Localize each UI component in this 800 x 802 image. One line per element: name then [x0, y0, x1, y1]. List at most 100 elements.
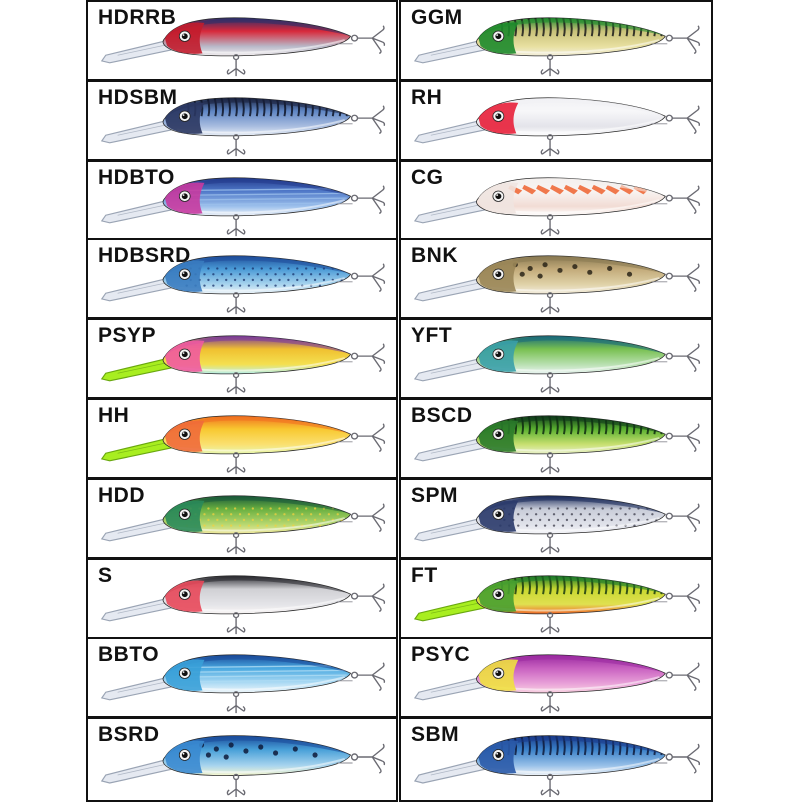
lure-eye — [178, 190, 191, 202]
lure-eye — [492, 30, 505, 42]
lure-cell-hdsbm: HDSBM — [86, 80, 398, 161]
lure-code-label: CG — [411, 166, 444, 189]
lure-cell-hdrrb: HDRRB — [86, 0, 398, 81]
lure-cell-ggm: GGM — [399, 0, 713, 81]
lure-code-label: PSYC — [411, 643, 471, 666]
treble-hooks — [226, 185, 386, 237]
lure-code-label: YFT — [411, 324, 453, 347]
lure-image — [413, 575, 701, 635]
treble-hooks — [226, 662, 386, 714]
lure-image — [413, 177, 701, 237]
lure-eye — [178, 268, 191, 280]
lure-eye — [178, 428, 191, 440]
lure-image — [100, 97, 386, 157]
lure-image — [413, 415, 701, 475]
treble-hooks — [540, 25, 701, 77]
lure-image — [100, 255, 386, 315]
lure-eye — [178, 110, 191, 122]
lure-image — [413, 335, 701, 395]
lure-image — [100, 177, 386, 237]
treble-hooks — [540, 185, 701, 237]
lure-cell-cg: CG — [399, 160, 713, 241]
lure-eye — [492, 667, 505, 679]
lure-image — [100, 335, 386, 395]
lure-code-label: BBTO — [98, 643, 160, 666]
lure-cell-sbm: SBM — [399, 717, 713, 802]
lure-eye — [492, 749, 505, 761]
lure-eye — [178, 508, 191, 520]
lure-cell-bbto: BBTO — [86, 637, 398, 718]
treble-hooks — [226, 503, 386, 555]
lure-code-label: BNK — [411, 244, 458, 267]
lure-image — [413, 97, 701, 157]
lure-cell-bscd: BSCD — [399, 398, 713, 479]
lure-code-label: FT — [411, 564, 438, 587]
lure-image — [413, 735, 701, 797]
lure-code-label: BSCD — [411, 404, 473, 427]
treble-hooks — [226, 105, 386, 157]
lure-eye — [492, 190, 505, 202]
lure-cell-rh: RH — [399, 80, 713, 161]
lure-eye — [178, 588, 191, 600]
treble-hooks — [226, 583, 386, 635]
lure-eye — [492, 110, 505, 122]
treble-hooks — [540, 503, 701, 555]
lure-eye — [178, 667, 191, 679]
lure-code-label: PSYP — [98, 324, 157, 347]
lure-cell-psyp: PSYP — [86, 318, 398, 399]
lure-code-label: HDD — [98, 484, 145, 507]
lure-code-label: HDBTO — [98, 166, 175, 189]
treble-hooks — [226, 263, 386, 315]
lure-cell-bnk: BNK — [399, 238, 713, 319]
lure-cell-spm: SPM — [399, 478, 713, 559]
lure-cell-hdbsrd: HDBSRD — [86, 238, 398, 319]
lure-code-label: HDSBM — [98, 86, 178, 109]
lure-cell-psyc: PSYC — [399, 637, 713, 718]
lure-eye — [178, 749, 191, 761]
lure-code-label: GGM — [411, 6, 463, 29]
lure-eye — [178, 348, 191, 360]
lure-image — [413, 255, 701, 315]
lure-image — [100, 575, 386, 635]
treble-hooks — [540, 423, 701, 475]
lure-image — [100, 495, 386, 555]
lure-code-label: RH — [411, 86, 443, 109]
lure-code-label: HH — [98, 404, 130, 427]
treble-hooks — [540, 105, 701, 157]
treble-hooks — [540, 662, 701, 714]
lure-cell-hdbto: HDBTO — [86, 160, 398, 241]
treble-hooks — [226, 743, 386, 797]
lure-cell-ft: FT — [399, 558, 713, 639]
lure-eye — [178, 30, 191, 42]
lure-code-label: HDBSRD — [98, 244, 191, 267]
lure-cell-hdd: HDD — [86, 478, 398, 559]
lure-eye — [492, 588, 505, 600]
lure-cell-bsrd: BSRD — [86, 717, 398, 802]
lure-cell-yft: YFT — [399, 318, 713, 399]
treble-hooks — [540, 343, 701, 395]
lure-cell-hh: HH — [86, 398, 398, 479]
lure-image — [413, 495, 701, 555]
treble-hooks — [226, 25, 386, 77]
lure-code-label: BSRD — [98, 723, 160, 746]
lure-code-label: S — [98, 564, 113, 587]
lure-cell-s: S — [86, 558, 398, 639]
treble-hooks — [540, 263, 701, 315]
treble-hooks — [540, 583, 701, 635]
lure-eye — [492, 348, 505, 360]
lure-code-label: SBM — [411, 723, 460, 746]
lure-eye — [492, 428, 505, 440]
lure-image — [100, 415, 386, 475]
lure-eye — [492, 508, 505, 520]
lure-image — [413, 17, 701, 77]
lure-eye — [492, 268, 505, 280]
lure-image — [100, 17, 386, 77]
treble-hooks — [226, 343, 386, 395]
lure-image — [100, 735, 386, 797]
lure-code-label: SPM — [411, 484, 459, 507]
treble-hooks — [226, 423, 386, 475]
lure-image — [100, 654, 386, 714]
lure-image — [413, 654, 701, 714]
treble-hooks — [540, 743, 701, 797]
